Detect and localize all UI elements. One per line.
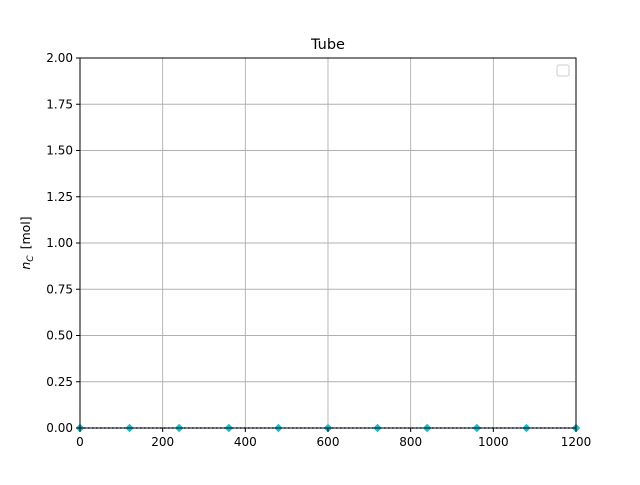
y-tick-label: 0.50 <box>46 329 73 343</box>
y-tick-label: 1.50 <box>46 144 73 158</box>
x-tick-label: 1200 <box>561 435 592 449</box>
x-tick-label: 600 <box>317 435 340 449</box>
y-axis-label-symbol: n <box>18 262 33 270</box>
x-tick-label: 0 <box>76 435 84 449</box>
y-tick-label: 1.25 <box>46 190 73 204</box>
x-axis: 0 200 400 600 800 1000 1200 <box>76 428 591 449</box>
y-tick-label: 0.00 <box>46 421 73 435</box>
y-tick-label: 1.00 <box>46 236 73 250</box>
y-tick-label: 2.00 <box>46 51 73 65</box>
y-tick-label: 1.75 <box>46 97 73 111</box>
y-axis: 0.00 0.25 0.50 0.75 1.00 1.25 1.50 1.75 2.00 <box>46 51 80 435</box>
y-tick-label: 0.75 <box>46 282 73 296</box>
x-tick-label: 800 <box>399 435 422 449</box>
x-tick-label: 200 <box>151 435 174 449</box>
y-axis-label: nC [mol] <box>18 216 36 269</box>
y-axis-label-subscript: C <box>26 255 36 262</box>
y-axis-label-unit: [mol] <box>18 216 33 249</box>
chart-title: Tube <box>310 37 345 53</box>
y-tick-label: 0.25 <box>46 375 73 389</box>
x-tick-label: 1000 <box>478 435 509 449</box>
x-tick-label: 400 <box>234 435 257 449</box>
legend-box <box>556 64 570 77</box>
